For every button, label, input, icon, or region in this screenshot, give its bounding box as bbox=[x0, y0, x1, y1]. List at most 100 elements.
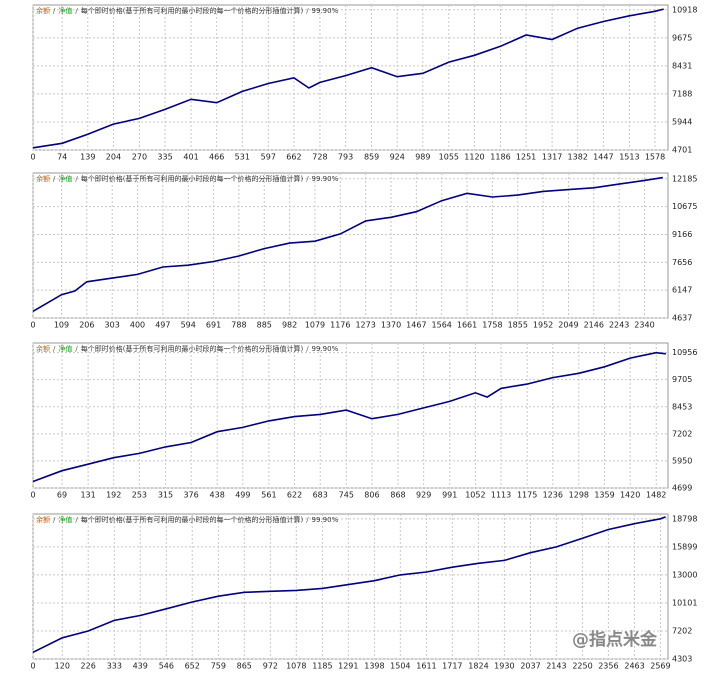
x-tick-label: 1420 bbox=[620, 491, 640, 500]
header-label: 每个即时价格(基于所有可利用的最小时段的每一个价格的分形插值计算) bbox=[81, 174, 304, 183]
header-label: 99.90% bbox=[312, 345, 339, 353]
x-tick-label: 788 bbox=[231, 321, 246, 330]
x-tick-label: 2340 bbox=[634, 321, 654, 330]
x-tick-label: 1236 bbox=[543, 491, 563, 500]
header-label: 余额 bbox=[36, 515, 50, 524]
x-tick-label: 335 bbox=[157, 153, 172, 162]
header-label: / bbox=[53, 345, 56, 353]
x-tick-label: 1467 bbox=[406, 321, 426, 330]
equity-line bbox=[32, 8, 664, 149]
y-tick-label: 10956 bbox=[672, 348, 697, 357]
x-tick-label: 120 bbox=[55, 662, 70, 671]
x-tick-label: 865 bbox=[237, 662, 252, 671]
header-label: 每个即时价格(基于所有可利用的最小时段的每一个价格的分形插值计算) bbox=[81, 515, 304, 524]
y-tick-label: 4637 bbox=[672, 314, 692, 323]
header-label: / bbox=[306, 175, 309, 183]
x-tick-label: 1758 bbox=[482, 321, 502, 330]
x-tick-label: 253 bbox=[132, 491, 147, 500]
header-label: 每个即时价格(基于所有可利用的最小时段的每一个价格的分形插值计算) bbox=[81, 344, 304, 353]
header-label: 99.90% bbox=[312, 175, 339, 183]
x-tick-label: 1398 bbox=[364, 662, 384, 671]
x-tick-label: 1298 bbox=[569, 491, 589, 500]
x-tick-label: 2146 bbox=[584, 321, 604, 330]
x-tick-label: 793 bbox=[338, 153, 353, 162]
x-tick-label: 1952 bbox=[533, 321, 553, 330]
x-tick-label: 972 bbox=[263, 662, 278, 671]
header-label: / bbox=[75, 7, 78, 15]
header-label: 每个即时价格(基于所有可利用的最小时段的每一个价格的分形插值计算) bbox=[81, 6, 304, 15]
y-tick-label: 10918 bbox=[672, 5, 697, 14]
x-tick-label: 2243 bbox=[609, 321, 629, 330]
equity-line bbox=[32, 516, 666, 654]
x-tick-label: 1824 bbox=[468, 662, 488, 671]
x-tick-label: 989 bbox=[415, 153, 430, 162]
y-tick-label: 5950 bbox=[672, 456, 692, 465]
header-label: / bbox=[53, 7, 56, 15]
y-tick-label: 9675 bbox=[672, 33, 692, 42]
plot-frame bbox=[32, 4, 669, 151]
x-tick-label: 497 bbox=[155, 321, 170, 330]
x-tick-label: 1661 bbox=[457, 321, 477, 330]
x-tick-label: 868 bbox=[390, 491, 405, 500]
x-tick-label: 1078 bbox=[286, 662, 306, 671]
y-tick-label: 18798 bbox=[672, 514, 697, 523]
header-label: 余额 bbox=[36, 6, 50, 15]
x-tick-label: 466 bbox=[209, 153, 224, 162]
x-tick-label: 1370 bbox=[381, 321, 401, 330]
y-tick-label: 8431 bbox=[672, 61, 692, 70]
x-tick-label: 0 bbox=[30, 491, 35, 500]
header-label: / bbox=[53, 175, 56, 183]
x-tick-label: 1185 bbox=[312, 662, 332, 671]
x-tick-label: 226 bbox=[81, 662, 96, 671]
x-tick-label: 1176 bbox=[330, 321, 350, 330]
header-label: 余额 bbox=[36, 174, 50, 183]
x-tick-label: 662 bbox=[286, 153, 301, 162]
y-tick-label: 4303 bbox=[672, 655, 692, 664]
x-tick-label: 2143 bbox=[546, 662, 566, 671]
x-tick-label: 333 bbox=[107, 662, 122, 671]
x-tick-label: 885 bbox=[257, 321, 272, 330]
x-tick-label: 1578 bbox=[645, 153, 665, 162]
header-label: 净值 bbox=[58, 515, 72, 524]
x-tick-label: 0 bbox=[30, 153, 35, 162]
x-tick-label: 806 bbox=[364, 491, 379, 500]
x-tick-label: 1447 bbox=[593, 153, 613, 162]
x-tick-label: 1930 bbox=[494, 662, 514, 671]
y-tick-label: 15899 bbox=[672, 542, 697, 551]
x-tick-label: 1513 bbox=[619, 153, 639, 162]
x-tick-label: 69 bbox=[57, 491, 67, 500]
x-tick-label: 499 bbox=[235, 491, 250, 500]
x-tick-label: 1611 bbox=[416, 662, 436, 671]
x-tick-label: 2569 bbox=[650, 662, 670, 671]
x-tick-label: 924 bbox=[390, 153, 405, 162]
x-tick-label: 929 bbox=[416, 491, 431, 500]
plot-frame bbox=[32, 172, 669, 319]
x-tick-label: 597 bbox=[261, 153, 276, 162]
x-tick-label: 683 bbox=[313, 491, 328, 500]
y-tick-label: 7202 bbox=[672, 429, 692, 438]
y-tick-label: 7202 bbox=[672, 626, 692, 635]
x-tick-label: 2356 bbox=[598, 662, 618, 671]
x-tick-label: 2250 bbox=[572, 662, 592, 671]
y-tick-label: 4701 bbox=[672, 146, 692, 155]
y-tick-label: 4699 bbox=[672, 484, 692, 493]
header-label: 99.90% bbox=[312, 7, 339, 15]
x-tick-label: 1317 bbox=[542, 153, 562, 162]
y-tick-label: 7656 bbox=[672, 258, 692, 267]
x-tick-label: 1382 bbox=[568, 153, 588, 162]
x-tick-label: 1251 bbox=[516, 153, 536, 162]
x-tick-label: 561 bbox=[261, 491, 276, 500]
header-label: / bbox=[53, 516, 56, 524]
x-tick-label: 206 bbox=[79, 321, 94, 330]
header-label: 99.90% bbox=[312, 516, 339, 524]
x-tick-label: 1186 bbox=[490, 153, 510, 162]
x-tick-label: 74 bbox=[57, 153, 67, 162]
x-tick-label: 622 bbox=[287, 491, 302, 500]
x-tick-label: 1564 bbox=[432, 321, 452, 330]
x-tick-label: 139 bbox=[80, 153, 95, 162]
equity-line bbox=[32, 351, 666, 483]
x-tick-label: 400 bbox=[130, 321, 145, 330]
x-tick-label: 2049 bbox=[558, 321, 578, 330]
x-tick-label: 2463 bbox=[624, 662, 644, 671]
